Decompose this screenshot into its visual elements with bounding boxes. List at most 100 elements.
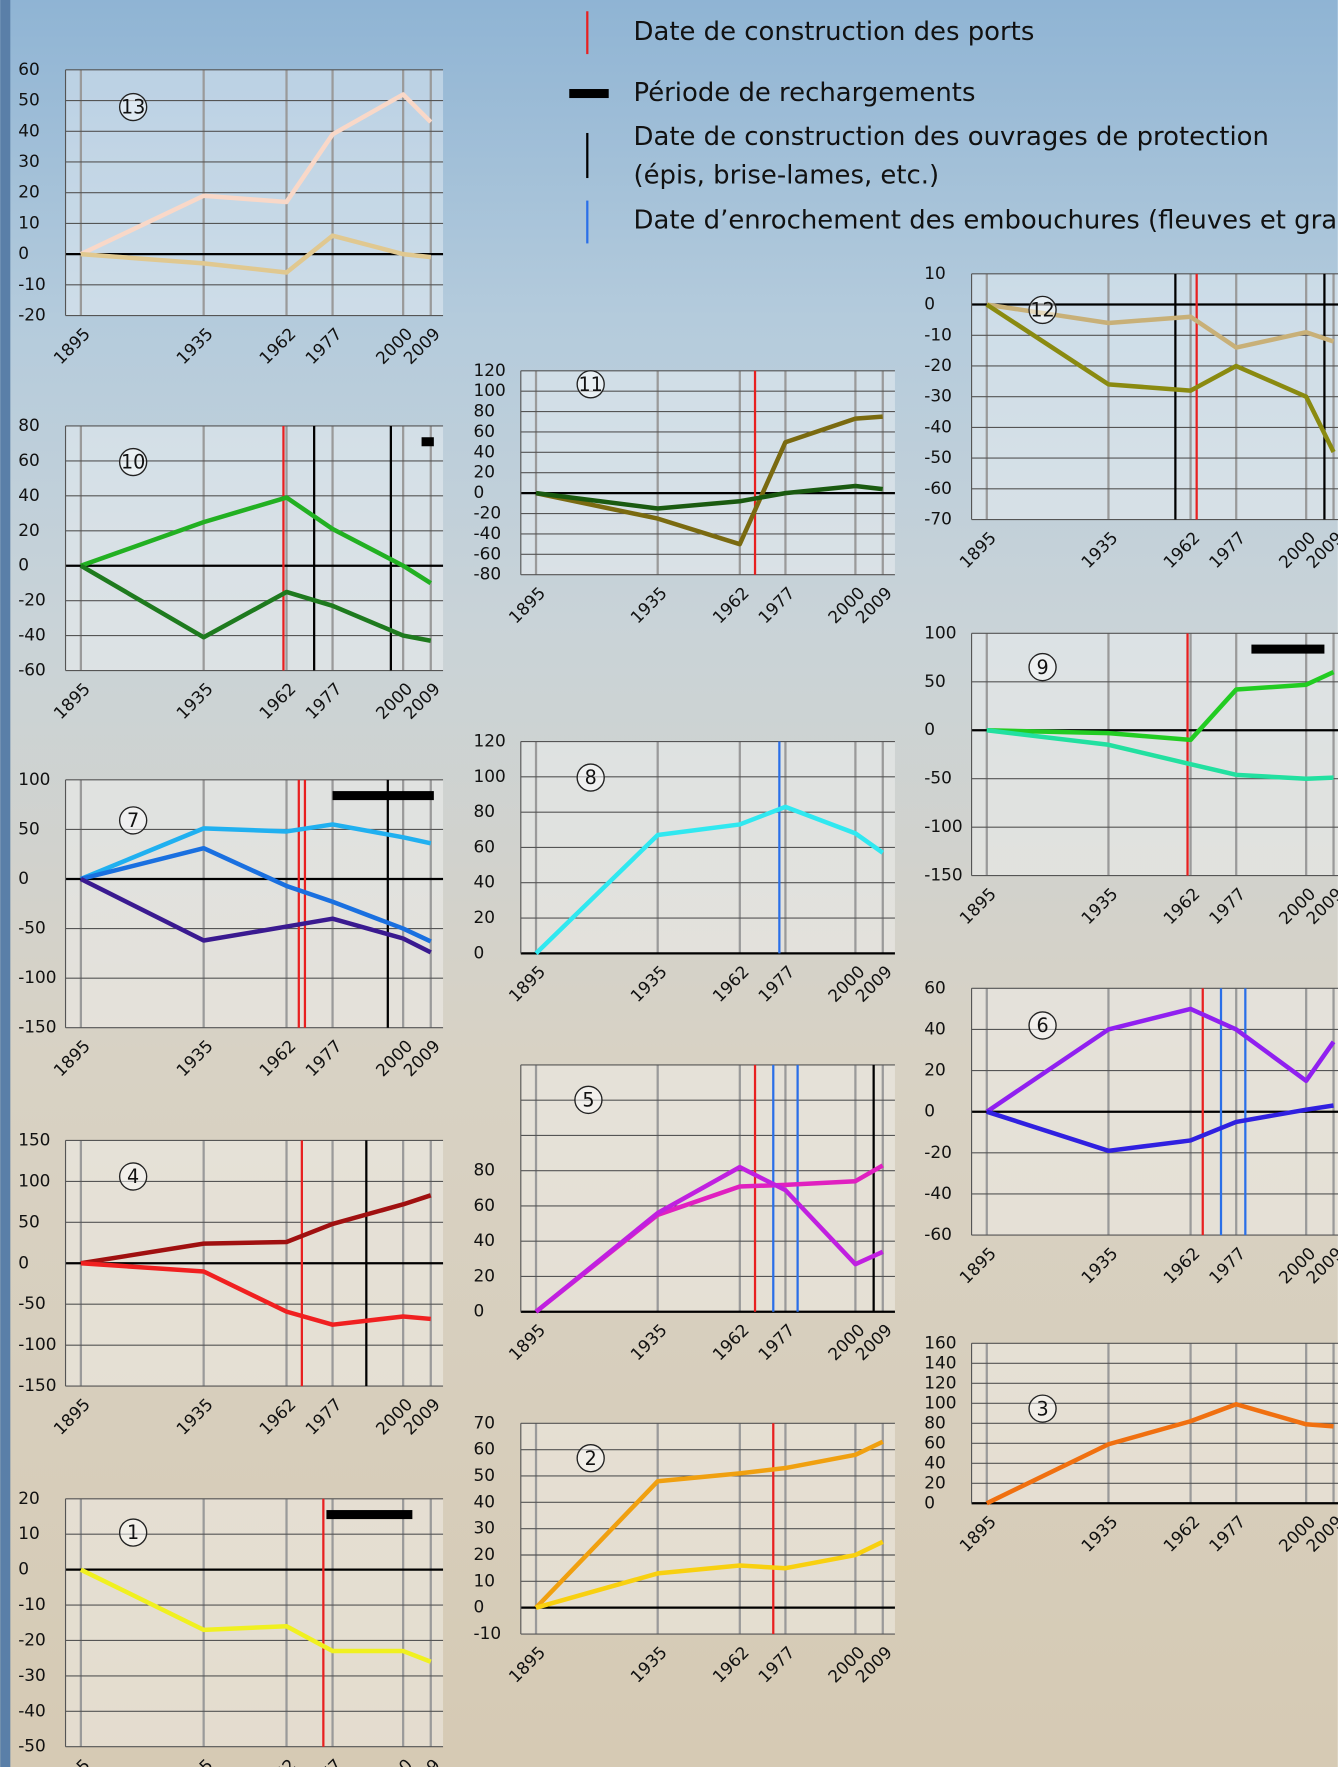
recharge-bar [326, 1510, 413, 1520]
y-tick-label: 60 [924, 977, 946, 997]
y-tick-label: 20 [18, 1488, 39, 1508]
y-tick-label: 60 [473, 421, 495, 441]
y-tick-label: -50 [18, 1736, 46, 1756]
chart-number-circle [118, 1518, 148, 1547]
y-tick-label: -150 [924, 865, 962, 885]
y-tick-label: 40 [473, 1491, 495, 1511]
y-tick-label: 50 [18, 90, 39, 110]
y-tick-label: 40 [473, 1230, 495, 1250]
legend-protection-text: (épis, brise-lames, etc.) [634, 160, 940, 190]
data-line [985, 1401, 1334, 1506]
y-tick-label: 20 [473, 1265, 495, 1285]
y-tick-label: -20 [18, 1629, 46, 1649]
y-tick-label: -150 [18, 1017, 56, 1037]
y-tick-label: 100 [18, 1170, 50, 1190]
y-tick-label: 0 [473, 1301, 484, 1321]
data-line [986, 302, 1335, 350]
data-line [80, 1193, 432, 1266]
y-tick-label: 100 [18, 769, 50, 789]
data-line [80, 233, 432, 275]
chart-number: 4 [127, 1165, 139, 1188]
chart-number-circle [1028, 652, 1057, 682]
y-tick-label: -60 [924, 478, 952, 498]
recharge-bar [1251, 644, 1325, 654]
data-line [534, 804, 885, 955]
y-tick-label: -60 [18, 660, 46, 680]
y-tick-label: -50 [18, 1293, 46, 1313]
y-tick-label: 60 [18, 450, 39, 470]
y-tick-label: -10 [924, 324, 952, 344]
y-tick-label: 0 [924, 1492, 935, 1512]
y-tick-label: 30 [18, 151, 39, 171]
data-line [80, 1261, 431, 1327]
chart-number-circle [118, 92, 148, 122]
chart-number: 7 [127, 809, 139, 832]
chart: 189519351962197720002009-50-40-30-20-100… [18, 1488, 444, 1767]
y-tick-label: 0 [473, 1597, 484, 1617]
y-tick-label: 20 [473, 1544, 495, 1564]
charts: 1895 1935 1962 1977 20002009-20-100102030405… [18, 59, 1338, 1767]
y-tick-label: 50 [924, 671, 946, 691]
chart-number-circle [118, 1162, 148, 1191]
chart: 1895 1935 1962 1977 200020090204060801001201… [924, 1332, 1338, 1556]
y-tick-label: 80 [473, 801, 495, 821]
y-tick-label: 20 [18, 520, 39, 540]
y-tick-label: 20 [473, 907, 495, 927]
y-tick-label: 60 [473, 836, 495, 856]
y-tick-label: -50 [18, 918, 46, 938]
chart-number-circle [1028, 1011, 1057, 1040]
y-tick-label: 140 [924, 1352, 956, 1372]
y-tick-label: 0 [18, 555, 29, 575]
recharge-bar [332, 791, 434, 801]
y-tick-label: 120 [924, 1372, 956, 1392]
chart-number-circle [576, 763, 605, 792]
data-line [80, 845, 432, 944]
y-tick-label: -30 [924, 386, 952, 406]
data-line [985, 1006, 1336, 1114]
y-tick-label: -10 [473, 1623, 501, 1643]
y-tick-label: 0 [18, 243, 29, 263]
y-tick-label: 40 [18, 485, 39, 505]
data-line [80, 822, 432, 882]
y-tick-label: 60 [473, 1195, 495, 1215]
chart-number: 11 [578, 373, 602, 396]
y-tick-label: 10 [18, 1523, 39, 1543]
y-tick-label: -10 [18, 274, 46, 294]
y-tick-label: -70 [924, 509, 952, 529]
y-tick-label: -40 [924, 416, 952, 436]
y-tick-label: 30 [473, 1518, 495, 1538]
y-tick-label: 40 [924, 1018, 946, 1038]
chart-number-circle [1028, 1394, 1057, 1423]
y-tick-label: -60 [924, 1224, 952, 1244]
y-tick-label: 40 [473, 872, 495, 892]
y-tick-label: 60 [924, 1432, 946, 1452]
y-tick-label: 10 [473, 1570, 495, 1590]
y-tick-label: 160 [924, 1332, 956, 1352]
y-tick-label: 100 [924, 622, 956, 642]
y-tick-label: 80 [473, 1160, 495, 1180]
y-tick-label: 60 [473, 1439, 495, 1459]
y-tick-label: -30 [18, 1665, 46, 1685]
chart-number: 13 [121, 96, 145, 119]
y-tick-label: -40 [18, 1700, 46, 1720]
chart: 1895 1935 1962 1977 20002009-60-40-200204060… [18, 415, 444, 723]
y-tick-label: 50 [18, 818, 39, 838]
y-tick-label: 80 [473, 401, 495, 421]
y-tick-label: 20 [924, 1060, 946, 1080]
data-line [985, 302, 1336, 454]
chart-number: 9 [1036, 656, 1048, 679]
y-tick-label: -40 [924, 1183, 952, 1203]
chart-number-circle [574, 1085, 603, 1115]
y-tick-label: -10 [18, 1594, 46, 1614]
y-tick-label: -20 [924, 355, 952, 375]
edge-strip [0, 0, 11, 1767]
y-tick-label: 120 [473, 731, 505, 751]
chart-number: 10 [121, 451, 145, 474]
data-line [535, 1539, 884, 1610]
chart-number: 6 [1036, 1014, 1048, 1037]
recharge-bar [421, 437, 434, 447]
chart-number-circle [118, 806, 148, 835]
data-line [79, 876, 432, 955]
y-tick-label: -40 [473, 523, 501, 543]
